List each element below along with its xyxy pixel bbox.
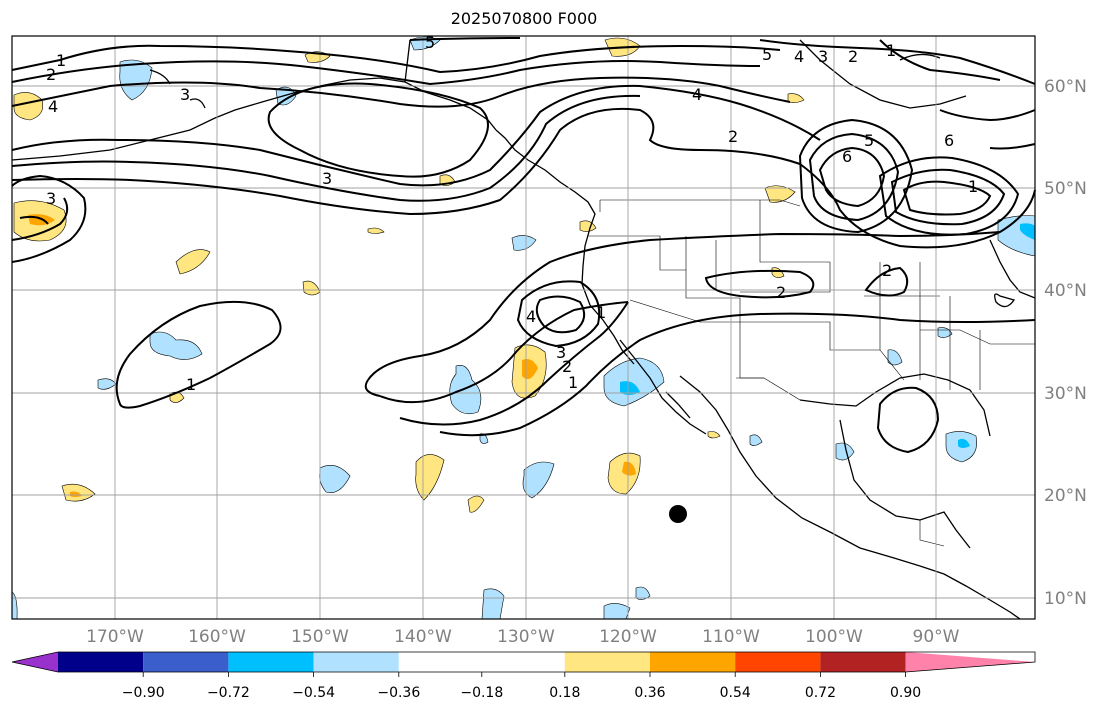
lon-label: 120°W (599, 627, 657, 647)
contour-label: 3 (180, 85, 190, 104)
colorbar-tick-label: −0.54 (292, 685, 335, 701)
colorbar-tick-label: 0.36 (634, 685, 665, 701)
contour-label: 2 (776, 283, 786, 302)
contour-label: 4 (692, 85, 702, 104)
colorbar-outline (11, 651, 1036, 673)
contour-label: 1 (56, 51, 66, 70)
contour-label: 5 (864, 131, 874, 150)
contour-label: 3 (818, 47, 828, 66)
colorbar-tick-label: 0.90 (890, 685, 921, 701)
lon-label: 170°W (86, 627, 144, 647)
contour-label: 6 (842, 147, 852, 166)
contour-label: 2 (882, 261, 892, 280)
contour-label: 4 (48, 97, 58, 116)
contour-label: 1 (186, 375, 196, 394)
lon-label: 160°W (188, 627, 246, 647)
lon-label: 110°W (702, 627, 760, 647)
colorbar-under-extension (12, 652, 58, 672)
colorbar-bin (58, 652, 144, 672)
contour-label: 1 (886, 41, 896, 60)
colorbar-tick-label: −0.72 (207, 685, 250, 701)
contour-label: 1 (568, 373, 578, 392)
colorbar-bin (143, 652, 229, 672)
map-title: 2025070800 F000 (450, 9, 598, 28)
contour-label: 2 (848, 47, 858, 66)
lon-label: 140°W (394, 627, 452, 647)
contour-label: 5 (425, 33, 435, 52)
map-panel: 1 2 4 3 3 3 5 4 3 2 1 1 4 2 5 4 3 2 1 5 … (11, 33, 1036, 620)
colorbar-bin (313, 652, 399, 672)
longitude-labels: 170°W 160°W 150°W 140°W 130°W 120°W 110°… (86, 627, 960, 647)
contour-label: 3 (322, 169, 332, 188)
contour-lines (11, 37, 1036, 454)
lon-label: 130°W (497, 627, 555, 647)
lon-label: 100°W (805, 627, 863, 647)
contour-label: 1 (968, 177, 978, 196)
contour-label: 4 (794, 47, 804, 66)
map-frame (11, 35, 1036, 620)
lon-label: 90°W (913, 627, 960, 647)
contour-label: 5 (762, 45, 772, 64)
lat-label: 60°N (1044, 77, 1087, 97)
colorbar-tick-label: −0.18 (460, 685, 503, 701)
lat-label: 30°N (1044, 384, 1087, 404)
lon-label: 150°W (291, 627, 349, 647)
location-marker (669, 505, 687, 523)
colorbar-bin (735, 652, 821, 672)
lat-label: 10°N (1044, 589, 1087, 609)
contour-label: 6 (944, 131, 954, 150)
colorbar-tick-label: −0.90 (122, 685, 165, 701)
colorbar-tick-label: −0.36 (377, 685, 420, 701)
colorbar-bin (564, 652, 650, 672)
colorbar-bin (650, 652, 736, 672)
contour-label: 2 (46, 65, 56, 84)
contour-label: 3 (556, 343, 566, 362)
contour-label: 2 (728, 127, 738, 146)
lat-label: 40°N (1044, 281, 1087, 301)
graticule (12, 36, 1035, 619)
contour-label-group: 1 2 4 3 3 3 5 4 3 2 1 1 4 2 5 4 3 2 1 5 … (46, 33, 978, 394)
negative-anomaly-shading (11, 36, 1036, 620)
lat-label: 20°N (1044, 486, 1087, 506)
colorbar-bin (228, 652, 314, 672)
colorbar-over-extension (905, 652, 1035, 672)
colorbar-bin (820, 652, 906, 672)
colorbar-bin (398, 652, 565, 672)
colorbar: −0.90 −0.72 −0.54 −0.36 −0.18 0.18 0.36 … (11, 651, 1036, 701)
contour-label: 2 (562, 357, 572, 376)
colorbar-tick-label: 0.18 (549, 685, 580, 701)
colorbar-tick-label: 0.54 (720, 685, 751, 701)
latitude-labels: 60°N 50°N 40°N 30°N 20°N 10°N (1044, 77, 1087, 609)
colorbar-tick-label: 0.72 (805, 685, 836, 701)
contour-label: 4 (526, 307, 536, 326)
contour-label: 3 (46, 189, 56, 208)
contour-label: 1 (596, 303, 606, 322)
lat-label: 50°N (1044, 179, 1087, 199)
